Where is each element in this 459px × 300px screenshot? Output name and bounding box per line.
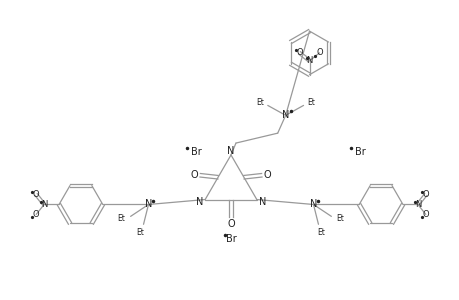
Text: N: N: [306, 56, 312, 65]
Text: O: O: [263, 170, 271, 180]
Text: N: N: [227, 146, 234, 156]
Text: Br: Br: [354, 147, 365, 157]
Text: N: N: [309, 200, 317, 209]
Text: Br: Br: [190, 147, 201, 157]
Text: Et: Et: [317, 228, 325, 237]
Text: N: N: [281, 110, 289, 120]
Text: Br: Br: [225, 234, 236, 244]
Text: O: O: [421, 210, 428, 219]
Text: N: N: [258, 196, 266, 206]
Text: Et: Et: [336, 214, 343, 223]
Text: N: N: [145, 200, 152, 209]
Text: N: N: [414, 200, 420, 209]
Text: O: O: [33, 190, 39, 199]
Text: Et: Et: [255, 98, 263, 107]
Text: O: O: [227, 219, 234, 229]
Text: O: O: [315, 48, 322, 57]
Text: O: O: [190, 170, 198, 180]
Text: Et: Et: [136, 228, 144, 237]
Text: O: O: [296, 48, 302, 57]
Text: O: O: [33, 210, 39, 219]
Text: Et: Et: [307, 98, 315, 107]
Text: N: N: [195, 196, 202, 206]
Text: N: N: [41, 200, 47, 209]
Text: O: O: [421, 190, 428, 199]
Text: Et: Et: [118, 214, 125, 223]
